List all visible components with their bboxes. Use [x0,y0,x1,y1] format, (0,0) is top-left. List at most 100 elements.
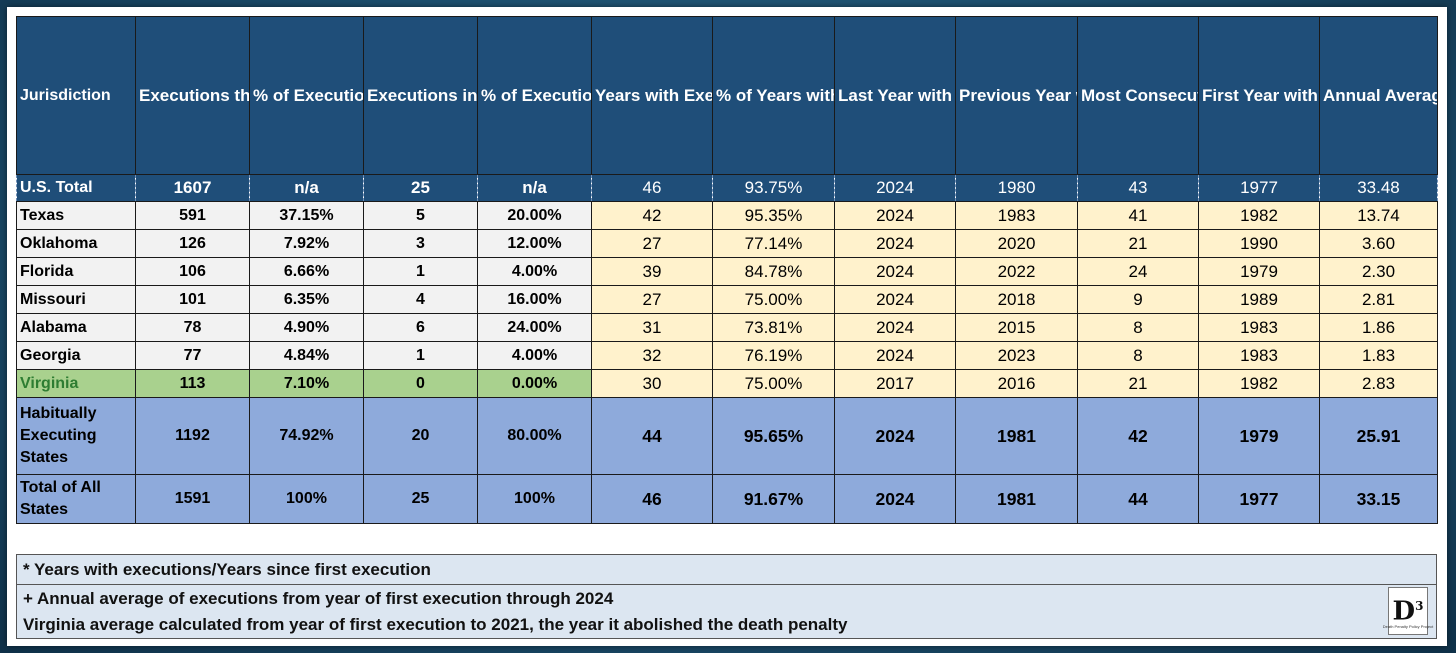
header-row: Jurisdiction Executions through 2024 % o… [16,16,1438,175]
table-cell: 6.35% [249,285,364,314]
table-cell: 2022 [955,257,1078,286]
table-cell: Missouri [16,285,136,314]
table-cell: 113 [135,369,250,398]
table-cell: 6.66% [249,257,364,286]
table-cell: 76.19% [712,341,835,370]
table-row-virginia: Virginia 113 7.10% 0 0.00% 30 75.00% 201… [16,369,1438,398]
table-cell: 1977 [1198,174,1320,202]
table-cell: 42 [591,201,713,230]
table-cell: 4.90% [249,313,364,342]
table-cell: 46 [591,474,713,524]
table-cell: 0.00% [477,369,592,398]
table-row-oklahoma: Oklahoma 126 7.92% 3 12.00% 27 77.14% 20… [16,229,1438,258]
table-cell: 44 [1077,474,1199,524]
table-row-us-total: U.S. Total 1607 n/a 25 n/a 46 93.75% 202… [16,174,1438,202]
footnote-years: * Years with executions/Years since firs… [23,560,431,579]
table-cell: 2.30 [1319,257,1438,286]
footnote-annual-average: + Annual average of executions from year… [23,589,614,608]
table-cell: 43 [1077,174,1199,202]
table-row-missouri: Missouri 101 6.35% 4 16.00% 27 75.00% 20… [16,285,1438,314]
table-cell: 21 [1077,229,1199,258]
table-cell: Oklahoma [16,229,136,258]
table-cell: 80.00% [477,397,592,475]
col-header-executions-through-2024: Executions through 2024 [135,16,250,175]
table-cell: 2024 [834,257,956,286]
table-cell: 2024 [834,201,956,230]
table-cell: 2024 [834,474,956,524]
table-cell: 4.84% [249,341,364,370]
col-header-first-year: First Year with Execution [1198,16,1320,175]
table-cell: 3.60 [1319,229,1438,258]
table-cell: 16.00% [477,285,592,314]
table-cell: 1983 [1198,313,1320,342]
table-cell: 1981 [955,397,1078,475]
table-cell: 91.67% [712,474,835,524]
table-cell: 1.83 [1319,341,1438,370]
table-cell: 78 [135,313,250,342]
table-cell: 95.35% [712,201,835,230]
table-cell: Virginia [16,369,136,398]
table-cell: 1983 [1198,341,1320,370]
table-cell: 3 [363,229,478,258]
table-cell: 126 [135,229,250,258]
table-cell: 2017 [834,369,956,398]
table-cell: 4.00% [477,341,592,370]
table-panel: Jurisdiction Executions through 2024 % o… [7,7,1447,646]
col-header-pct-years-with-executions: % of Years with Executions* [712,16,835,175]
col-header-last-year: Last Year with Execution [834,16,956,175]
table-row-florida: Florida 106 6.66% 1 4.00% 39 84.78% 2024… [16,257,1438,286]
logo-mark: D3 [1392,596,1424,627]
table-cell: 2.83 [1319,369,1438,398]
table-cell: 1979 [1198,257,1320,286]
table-cell: 2024 [834,397,956,475]
table-cell: 0 [363,369,478,398]
table-cell: 73.81% [712,313,835,342]
table-cell: 20.00% [477,201,592,230]
table-cell: 1591 [135,474,250,524]
table-cell: 2024 [834,341,956,370]
table-cell: 25 [363,174,478,202]
col-header-pct-executions-2024: % of Executions by States in 2024 [477,16,592,175]
table-cell: 25.91 [1319,397,1438,475]
footnote-virginia: Virginia average calculated from year of… [23,615,848,634]
table-cell: 5 [363,201,478,230]
table-cell: 2024 [834,285,956,314]
table-cell: 1983 [955,201,1078,230]
table-cell: n/a [249,174,364,202]
table-cell: 32 [591,341,713,370]
table-cell: 46 [591,174,713,202]
table-cell: 2024 [834,229,956,258]
table-cell: 25 [363,474,478,524]
table-cell: 2.81 [1319,285,1438,314]
table-cell: 31 [591,313,713,342]
col-header-annual-average: Annual Average Since 1st Execution+ [1319,16,1438,175]
table-cell: 2018 [955,285,1078,314]
table-cell: 24 [1077,257,1199,286]
table-cell: Habitually Executing States [16,397,136,475]
table-cell: 84.78% [712,257,835,286]
table-cell: 4.00% [477,257,592,286]
table-cell: 74.92% [249,397,364,475]
table-cell: 1977 [1198,474,1320,524]
table-cell: 1192 [135,397,250,475]
logo-caption: Death Penalty Policy Project [1382,624,1434,630]
col-header-previous-year-without: Previous Year w/o Execution [955,16,1078,175]
table-cell: 77 [135,341,250,370]
table-row-georgia: Georgia 77 4.84% 1 4.00% 32 76.19% 2024 … [16,341,1438,370]
table-cell: 1979 [1198,397,1320,475]
table-cell: 75.00% [712,369,835,398]
table-cell: 42 [1077,397,1199,475]
footnote-divider [17,584,1436,585]
table-cell: n/a [477,174,592,202]
executions-table: Jurisdiction Executions through 2024 % o… [16,16,1438,524]
table-cell: 2024 [834,313,956,342]
dppp-logo: D3 Death Penalty Policy Project [1383,587,1433,635]
table-cell: 41 [1077,201,1199,230]
footnotes-box: * Years with executions/Years since firs… [16,554,1437,639]
table-cell: 106 [135,257,250,286]
table-cell: 1982 [1198,201,1320,230]
table-cell: Total of All States [16,474,136,524]
table-cell: 591 [135,201,250,230]
table-cell: Texas [16,201,136,230]
table-cell: 6 [363,313,478,342]
